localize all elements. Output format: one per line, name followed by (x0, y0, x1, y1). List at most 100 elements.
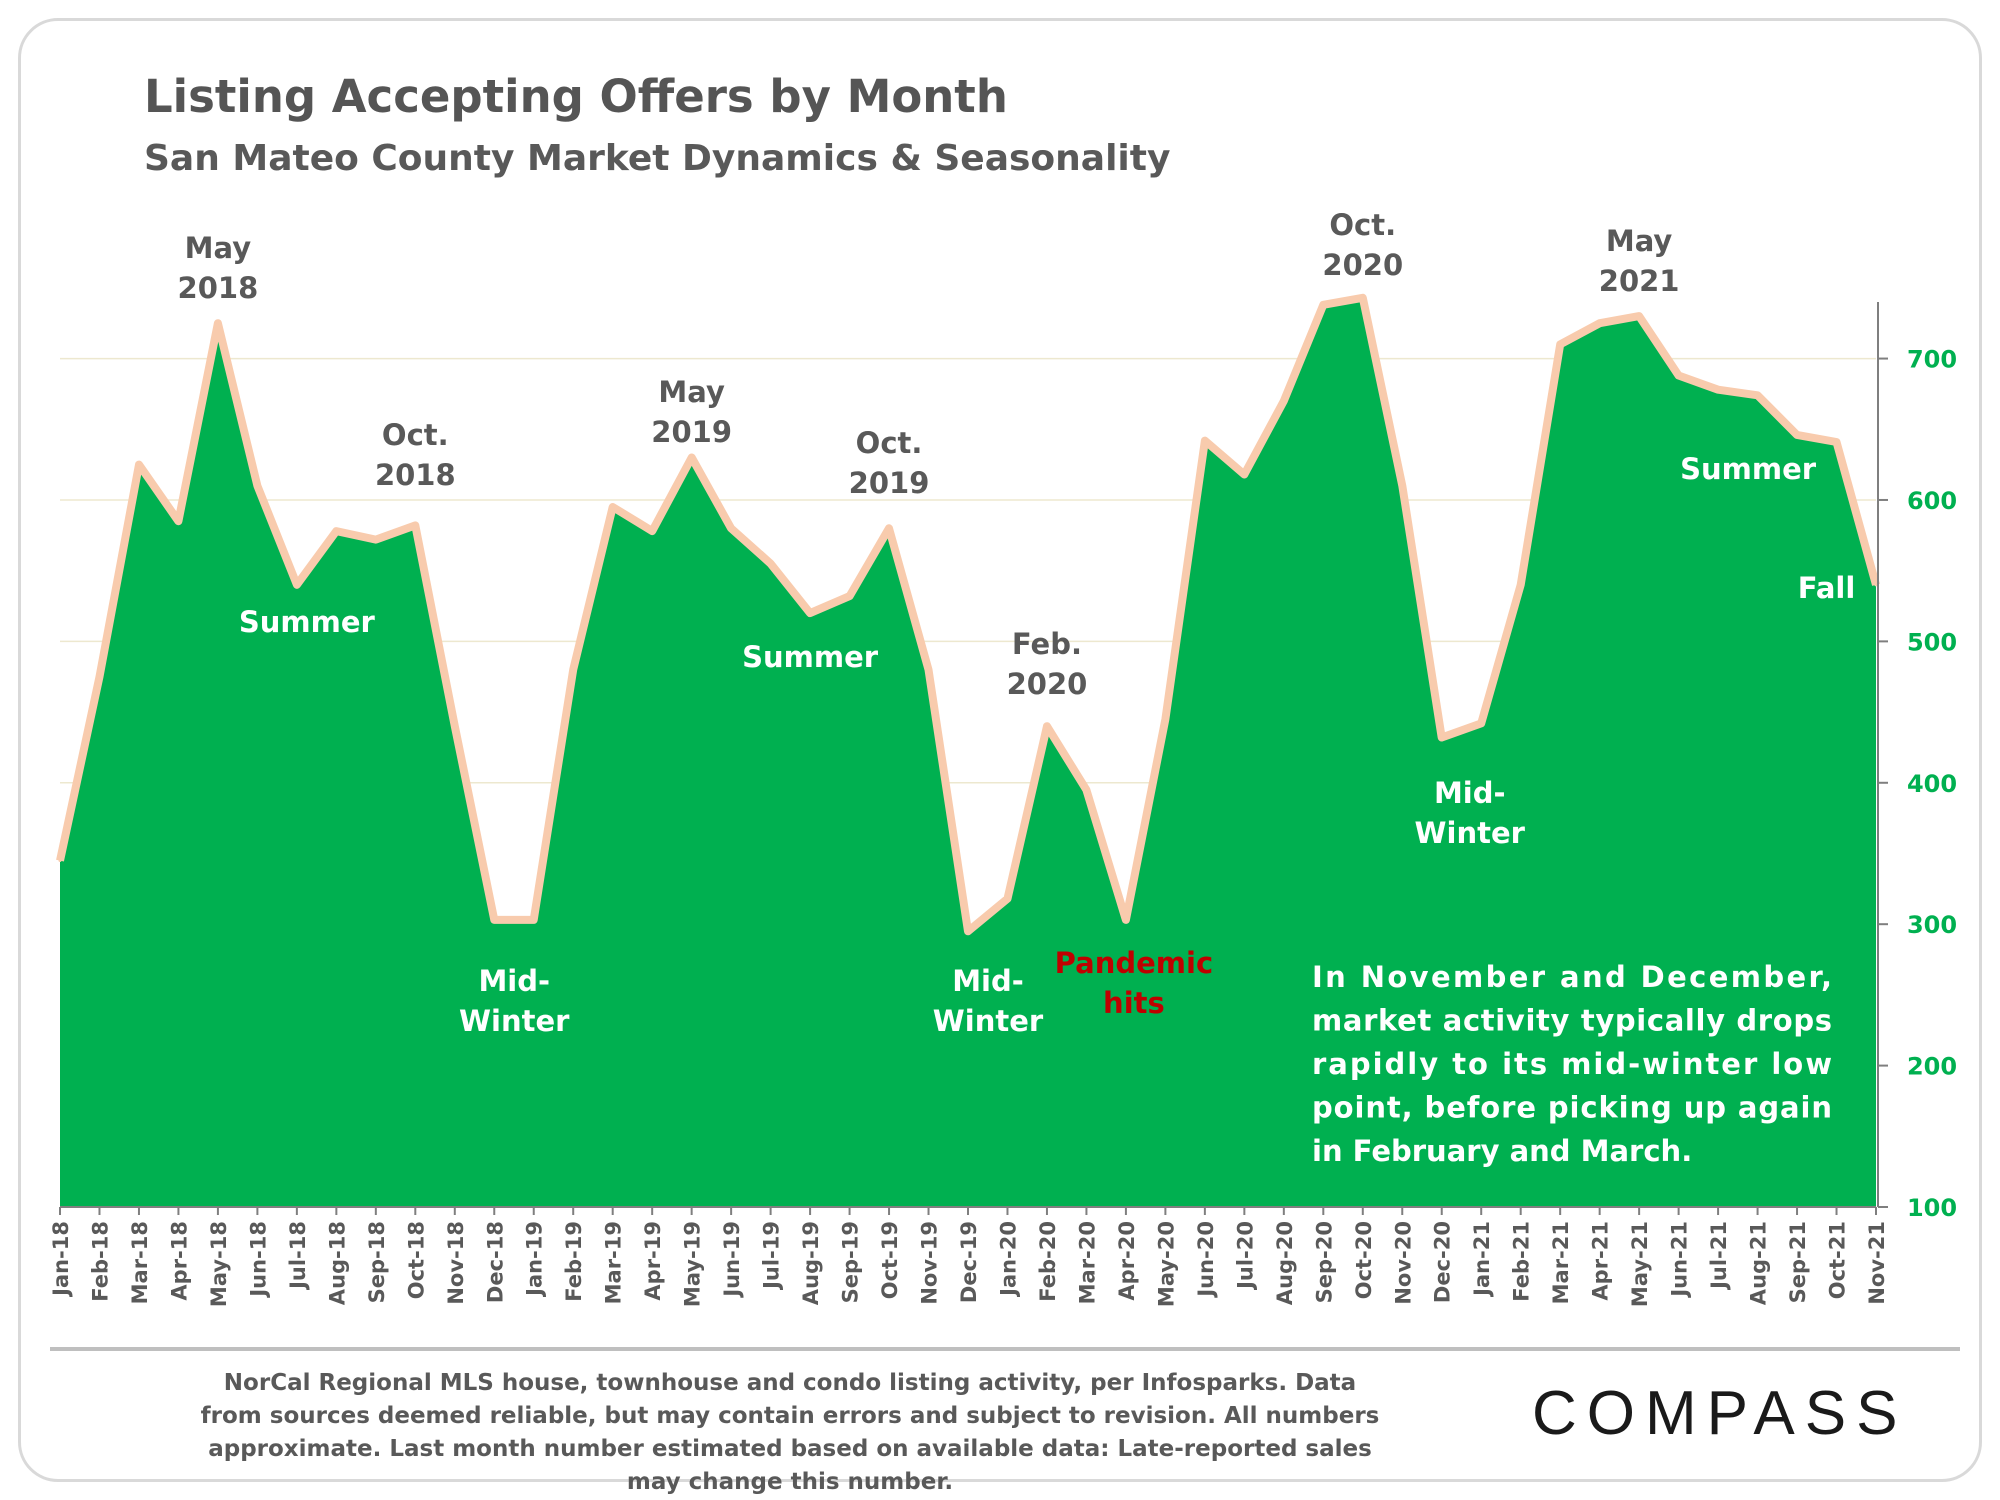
x-tick-label: Jul-21 (1707, 1221, 1731, 1291)
y-tick-label: 300 (1907, 911, 1957, 939)
data-point-May-21 (1637, 314, 1641, 318)
x-tick-label: Dec-20 (1431, 1221, 1455, 1303)
data-point-May-20 (1163, 717, 1167, 721)
data-point-Sep-20 (1321, 303, 1325, 307)
chart-note: In November and December, market activity… (1312, 960, 1832, 1168)
data-point-May-18 (216, 321, 220, 325)
data-point-Aug-21 (1756, 393, 1760, 397)
data-point-Jul-19 (769, 562, 773, 566)
data-point-Dec-18 (492, 918, 496, 922)
y-tick-label: 600 (1907, 487, 1957, 515)
data-point-Mar-18 (137, 463, 141, 467)
annotation-label: Fall (1798, 571, 1856, 605)
data-point-Jan-18 (58, 859, 62, 863)
note-line: rapidly to its mid-winter low (1312, 1047, 1832, 1081)
x-tick-label: Jan-18 (49, 1221, 73, 1298)
x-tick-label: Aug-18 (325, 1221, 349, 1305)
y-tick-label: 100 (1907, 1194, 1957, 1222)
annotation-label: Oct. 2018 (375, 418, 456, 492)
x-tick-label: Mar-21 (1549, 1221, 1573, 1304)
x-tick-label: Feb-20 (1036, 1221, 1060, 1302)
annotation-label: Summer (742, 640, 879, 674)
data-point-Aug-20 (1282, 399, 1286, 403)
x-tick-label: Dec-18 (483, 1221, 507, 1303)
x-tick-label: Apr-20 (1115, 1221, 1139, 1301)
data-point-Jan-20 (1005, 897, 1009, 901)
data-point-Feb-21 (1519, 583, 1523, 587)
data-point-Jul-20 (1242, 473, 1246, 477)
data-point-Jan-19 (532, 918, 536, 922)
x-tick-label: Mar-18 (128, 1221, 152, 1304)
annotations: May 2018 Oct. 2018 May 2019 Oct. 2019 Feb. 2020 Oc… (178, 208, 1856, 1038)
x-tick-label: Feb-18 (88, 1221, 112, 1302)
x-tick-label: Oct-20 (1352, 1221, 1376, 1299)
x-tick-label: Aug-21 (1747, 1221, 1771, 1305)
x-tick-label: Mar-19 (602, 1221, 626, 1304)
x-tick-label: Oct-21 (1826, 1221, 1850, 1299)
x-tick-label: Nov-20 (1391, 1221, 1415, 1305)
data-point-Jun-18 (255, 484, 259, 488)
x-tick-label: Jun-18 (246, 1221, 270, 1299)
data-point-Mar-19 (611, 505, 615, 509)
chart-title: Listing Accepting Offers by Month (144, 70, 1008, 123)
y-tick-label: 200 (1907, 1053, 1957, 1081)
annotation-label: May 2018 (178, 231, 259, 305)
x-tick-label: May-18 (207, 1221, 231, 1307)
x-tick-label: Apr-18 (167, 1221, 191, 1301)
x-tick-label: Sep-18 (365, 1221, 389, 1303)
annotation-label: Summer (1680, 452, 1817, 486)
y-tick-label: 400 (1907, 770, 1957, 798)
x-tick-label: Jan-19 (523, 1221, 547, 1298)
source-note: NorCal Regional MLS house, townhouse and… (200, 1370, 1380, 1495)
note-line: point, before picking up again (1312, 1091, 1832, 1125)
data-point-Dec-20 (1440, 736, 1444, 740)
annotation-label: Feb. 2020 (1007, 627, 1088, 701)
note-line: In November and December, (1312, 960, 1832, 994)
data-point-Oct-19 (887, 526, 891, 530)
annotation-label: May 2021 (1599, 224, 1680, 298)
x-tick-label: Nov-18 (444, 1221, 468, 1305)
data-point-Dec-19 (966, 929, 970, 933)
compass-logo: COMPASS (1532, 1379, 1908, 1448)
x-tick-label: Jun-19 (720, 1221, 744, 1299)
annotation-label: Summer (239, 605, 376, 639)
area-chart: 100 200 300 400 500 600 700 Jan-18 Feb-18 Mar-18… (49, 208, 1957, 1307)
annotation-label: Pandemic hits (1055, 946, 1213, 1020)
x-tick-label: Jun-20 (1194, 1221, 1218, 1299)
data-point-Oct-18 (413, 523, 417, 527)
data-point-Aug-19 (808, 611, 812, 615)
area-fill (60, 297, 1876, 1207)
annotation-label: Oct. 2020 (1322, 208, 1403, 282)
x-tick-label: Apr-19 (641, 1221, 665, 1301)
data-point-Feb-20 (1045, 724, 1049, 728)
x-tick-label: Nov-19 (918, 1221, 942, 1305)
annotation-label: Mid-Winter (1415, 776, 1526, 850)
data-point-Jun-20 (1203, 439, 1207, 443)
data-point-Apr-18 (176, 519, 180, 523)
chart-subtitle: San Mateo County Market Dynamics & Seaso… (144, 138, 1171, 179)
data-point-Jan-21 (1479, 721, 1483, 725)
data-point-Nov-21 (1874, 583, 1878, 587)
x-tick-label: Jul-18 (286, 1221, 310, 1291)
x-tick-label: May-21 (1628, 1221, 1652, 1307)
data-point-Jul-21 (1716, 388, 1720, 392)
y-axis: 100 200 300 400 500 600 700 (1877, 302, 1957, 1222)
x-tick-label: Aug-20 (1273, 1221, 1297, 1305)
x-tick-label: Sep-19 (839, 1221, 863, 1303)
data-point-Sep-19 (848, 594, 852, 598)
note-line: in February and March. (1312, 1134, 1692, 1168)
x-tick-label: Apr-21 (1589, 1221, 1613, 1301)
data-point-Feb-18 (97, 675, 101, 679)
data-point-Sep-21 (1795, 433, 1799, 437)
data-point-Oct-20 (1361, 296, 1365, 300)
data-point-Jun-19 (729, 526, 733, 530)
data-point-Jun-21 (1677, 374, 1681, 378)
x-tick-label: Aug-19 (799, 1221, 823, 1305)
annotation-label: Mid-Winter (933, 964, 1044, 1038)
x-axis: Jan-18 Feb-18 Mar-18 Apr-18 May-18 Jun-18 Jul-… (49, 1206, 1889, 1307)
data-point-Apr-20 (1124, 918, 1128, 922)
x-tick-label: Dec-19 (957, 1221, 981, 1303)
data-point-Nov-19 (927, 668, 931, 672)
y-tick-label: 500 (1907, 628, 1957, 656)
y-tick-label: 700 (1907, 346, 1957, 374)
